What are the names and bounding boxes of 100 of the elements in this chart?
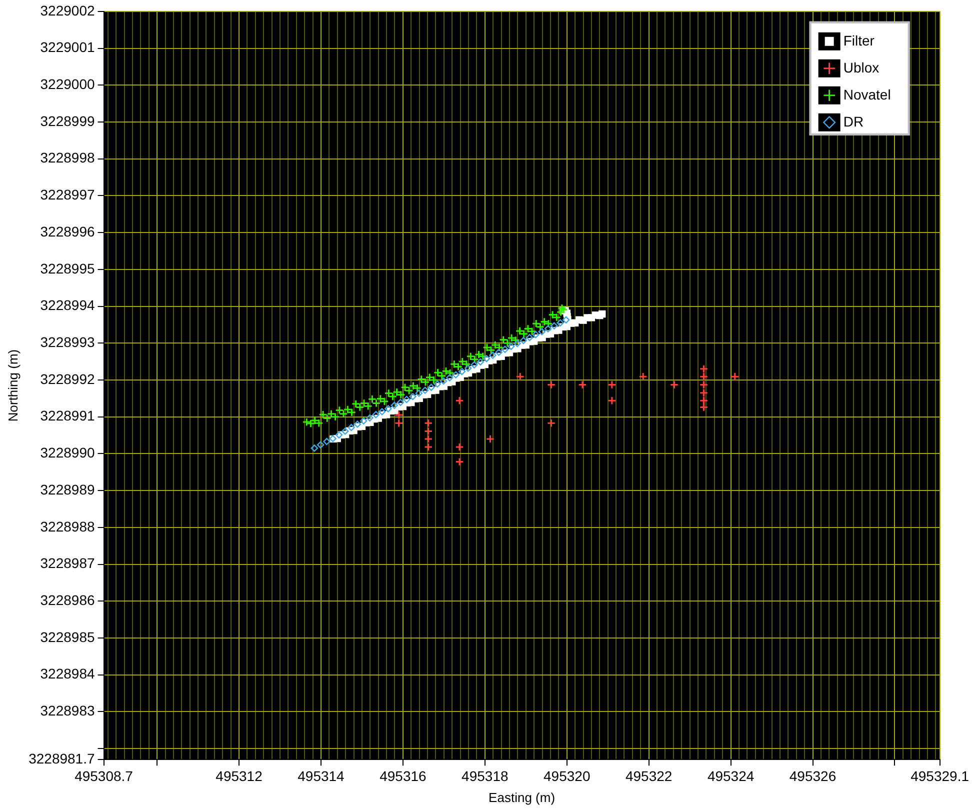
point [482,354,490,362]
x-tick-label: 495326 [789,768,836,784]
y-tick-label: 3228995 [40,260,95,276]
point [508,342,515,350]
point [670,380,679,390]
point [452,371,460,378]
point [638,372,648,382]
y-tick-label: 3228986 [40,592,95,608]
point [396,398,404,406]
y-tick-label: 3228996 [40,223,95,240]
point [424,442,433,452]
point [455,396,464,405]
point [495,348,502,356]
point [378,408,386,416]
point [348,424,355,432]
point [384,405,392,412]
legend-label: Novatel [843,86,891,102]
y-tick-label: 3228999 [40,112,95,129]
point [354,420,362,428]
y-tick-label: 3229001 [40,39,95,56]
y-tick-label: 3228998 [40,150,95,166]
point [424,434,433,444]
point [390,402,398,410]
point [455,442,464,452]
x-tick-label: 495322 [625,768,672,784]
y-tick-label: 3228987 [40,555,95,572]
x-tick-label: 495318 [462,768,508,784]
legend-label: Filter [843,32,875,48]
point [550,322,558,330]
x-tick-label: 495329.1 [910,768,970,784]
point [501,346,509,353]
point [394,418,404,428]
point [434,380,441,388]
point [316,441,324,448]
point [455,457,464,466]
point [342,428,349,435]
point [440,377,448,385]
point [476,358,484,366]
point [516,372,524,382]
y-tick-label: 3228983 [40,702,95,719]
point [520,336,528,344]
y-tick-label: 3229002 [40,2,95,18]
point [415,390,423,397]
legend-label: Ublox [843,59,880,76]
y-tick-label: 3228991 [40,408,95,424]
point [608,396,616,405]
y-tick-label: 3228994 [40,297,95,314]
point [699,380,708,390]
y-tick-label: 3228989 [40,481,95,498]
point [730,372,740,382]
point [409,392,416,400]
point [526,334,534,342]
point [360,417,368,424]
point [335,431,343,438]
point [372,411,380,418]
y-tick-label: 3228984 [40,666,95,682]
y-tick-label: 3228988 [40,518,95,534]
point [546,380,556,390]
y-tick-label: 3228997 [40,186,95,203]
point [544,325,552,332]
x-tick-label: 495324 [707,768,754,784]
x-tick-label: 495320 [544,768,590,784]
y-tick-label: 3228990 [40,444,95,461]
y-tick-label: 3228993 [40,334,95,350]
x-tick-label: 495312 [216,768,263,784]
point [366,414,374,422]
point [464,364,472,372]
point [428,384,435,391]
point [458,368,466,376]
legend-label: DR [843,113,864,130]
y-axis-title: Northing (m) [5,349,20,422]
x-tick-label: 495316 [380,768,427,784]
point [699,364,708,374]
point [556,319,564,326]
point [310,444,318,452]
point [323,438,330,446]
point [578,380,587,390]
y-tick-label: 3228992 [40,370,95,387]
point [446,374,454,382]
x-tick-label: 495308.7 [74,768,134,784]
point [699,372,708,382]
point [424,426,433,436]
point [514,340,521,348]
point [403,396,410,404]
point [532,331,540,338]
x-tick-label: 495314 [298,768,345,784]
y-tick-label: 3228985 [40,628,95,645]
point [699,388,708,398]
point [424,418,433,428]
point [470,361,478,368]
point [489,352,496,359]
point [608,380,616,390]
x-axis-title: Easting (m) [488,790,556,805]
point [421,386,429,394]
y-tick-label: 3229000 [40,76,95,92]
point [699,396,708,405]
point [538,328,546,336]
y-tick-label: 3228981.7 [28,750,95,766]
point [546,418,556,428]
point [486,434,495,444]
